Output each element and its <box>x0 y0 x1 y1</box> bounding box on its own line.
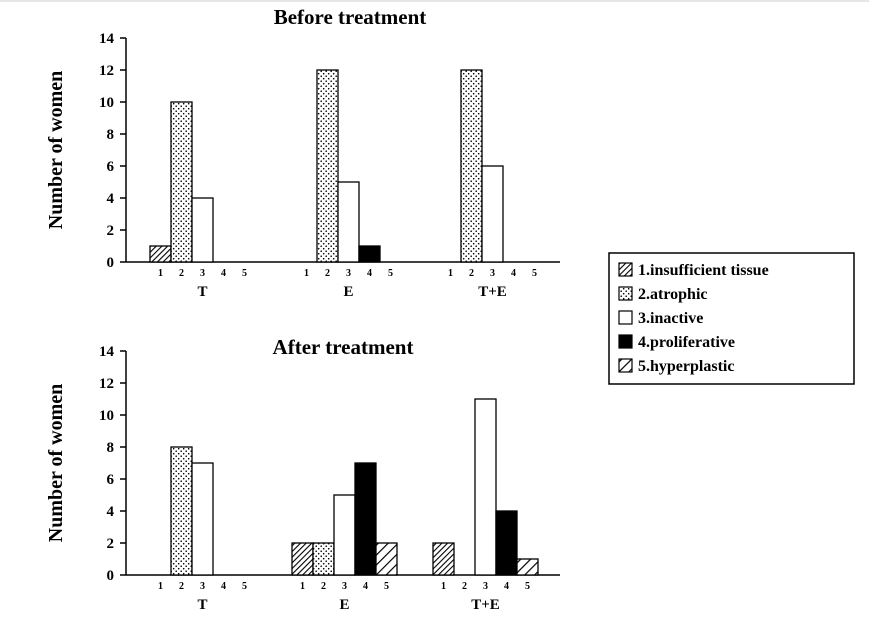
category-tick-label: 3 <box>342 581 347 592</box>
category-tick-label: 4 <box>221 268 226 279</box>
bar-e-2 <box>312 542 335 576</box>
category-tick-label: 2 <box>469 268 474 279</box>
category-tick-label: 4 <box>363 581 368 592</box>
bar-t-plus-e-4 <box>495 510 518 576</box>
chart-title: After treatment <box>273 335 414 359</box>
y-tick-label: 12 <box>99 63 114 79</box>
y-tick-label: 8 <box>107 127 115 143</box>
bar-t-plus-e-3 <box>481 165 504 263</box>
y-tick-label: 0 <box>107 568 115 584</box>
y-tick-label: 6 <box>107 159 115 175</box>
chart-title: Before treatment <box>274 5 427 29</box>
top-border <box>0 0 869 2</box>
bar-t-3 <box>191 197 214 263</box>
group-label: T <box>197 284 207 300</box>
category-tick-label: 5 <box>532 268 537 279</box>
bar-e-2 <box>316 69 339 263</box>
category-tick-label: 5 <box>242 581 247 592</box>
category-tick-label: 4 <box>504 581 509 592</box>
bar-e-3 <box>333 494 356 576</box>
category-tick-label: 3 <box>483 581 488 592</box>
legend-swatch <box>618 262 633 277</box>
legend-label: 4.proliferative <box>638 334 735 351</box>
bar-e-4 <box>354 462 377 576</box>
legend-label: 1.insufficient tissue <box>638 262 769 279</box>
y-tick-label: 10 <box>99 95 114 111</box>
legend-swatch <box>618 286 633 301</box>
legend-label: 2.atrophic <box>638 286 707 303</box>
y-tick-label: 12 <box>99 376 114 392</box>
category-tick-label: 4 <box>511 268 516 279</box>
group-label: E <box>339 597 349 613</box>
legend-label: 5.hyperplastic <box>638 358 734 375</box>
bar-t-plus-e-5 <box>516 558 539 576</box>
category-tick-label: 2 <box>462 581 467 592</box>
legend-box <box>608 252 855 385</box>
legend-swatch <box>618 310 633 325</box>
bar-t-2 <box>170 446 193 576</box>
y-tick-label: 4 <box>107 504 115 520</box>
category-tick-label: 5 <box>384 581 389 592</box>
y-tick-label: 0 <box>107 255 115 271</box>
bar-e-4 <box>358 245 381 263</box>
y-tick-label: 8 <box>107 440 115 456</box>
y-tick-label: 14 <box>99 31 115 47</box>
group-label: T <box>197 597 207 613</box>
category-tick-label: 2 <box>179 268 184 279</box>
category-tick-label: 1 <box>448 268 453 279</box>
bar-t-2 <box>170 101 193 263</box>
category-tick-label: 1 <box>300 581 305 592</box>
category-tick-label: 1 <box>441 581 446 592</box>
category-tick-label: 3 <box>200 268 205 279</box>
bar-t-3 <box>191 462 214 576</box>
category-tick-label: 1 <box>158 581 163 592</box>
category-tick-label: 5 <box>525 581 530 592</box>
legend-swatch <box>618 334 633 349</box>
y-tick-label: 4 <box>107 191 115 207</box>
y-axis-label: Number of women <box>45 384 67 543</box>
category-tick-label: 2 <box>321 581 326 592</box>
y-tick-label: 2 <box>107 536 115 552</box>
bar-t-1 <box>149 245 172 263</box>
bar-e-3 <box>337 181 360 263</box>
category-tick-label: 3 <box>200 581 205 592</box>
category-tick-label: 3 <box>490 268 495 279</box>
bar-t-plus-e-3 <box>474 398 497 576</box>
y-tick-label: 14 <box>99 344 115 360</box>
category-tick-label: 4 <box>367 268 372 279</box>
category-tick-label: 5 <box>242 268 247 279</box>
y-tick-label: 6 <box>107 472 115 488</box>
bar-e-5 <box>375 542 398 576</box>
category-tick-label: 1 <box>304 268 309 279</box>
group-label: E <box>343 284 353 300</box>
legend-swatch <box>618 358 633 373</box>
bar-t-plus-e-2 <box>460 69 483 263</box>
category-tick-label: 3 <box>346 268 351 279</box>
legend-label: 3.inactive <box>638 310 703 327</box>
y-tick-label: 10 <box>99 408 114 424</box>
bar-e-1 <box>291 542 314 576</box>
y-tick-label: 2 <box>107 223 115 239</box>
group-label: T+E <box>471 597 500 613</box>
bar-t-plus-e-1 <box>432 542 455 576</box>
category-tick-label: 4 <box>221 581 226 592</box>
legend: 1.insufficient tissue 2.atrophic 3.inactiv… <box>608 252 855 385</box>
category-tick-label: 5 <box>388 268 393 279</box>
category-tick-label: 2 <box>179 581 184 592</box>
group-label: T+E <box>478 284 507 300</box>
y-axis-label: Number of women <box>45 71 67 230</box>
category-tick-label: 1 <box>158 268 163 279</box>
category-tick-label: 2 <box>325 268 330 279</box>
